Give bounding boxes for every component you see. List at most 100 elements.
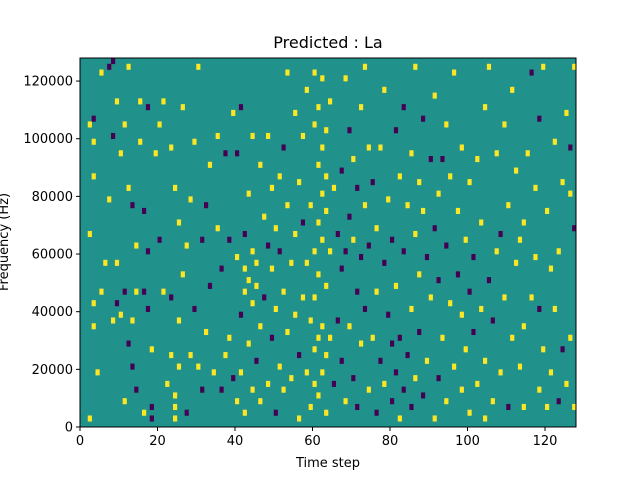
heatmap-cell: [366, 144, 371, 151]
heatmap-cell: [320, 190, 325, 197]
heatmap-cell: [370, 179, 375, 186]
heatmap-cell: [246, 277, 251, 284]
heatmap-cell: [560, 346, 565, 353]
heatmap-cell: [548, 369, 554, 376]
heatmap-cell: [517, 363, 523, 370]
heatmap-cell: [196, 63, 201, 70]
heatmap-cell: [506, 202, 511, 209]
heatmap-cell: [328, 334, 333, 341]
heatmap-cell: [200, 386, 205, 393]
x-axis-ticks: 0 20 40 60 80 100 120: [76, 427, 557, 449]
heatmap-cell: [269, 265, 275, 272]
heatmap-cell: [463, 346, 468, 353]
heatmap-cell: [258, 161, 263, 168]
heatmap-cell: [541, 63, 546, 70]
heatmap-cell: [397, 334, 402, 341]
heatmap-cell: [126, 340, 131, 347]
heatmap-cell: [111, 132, 116, 140]
heatmap-cell: [161, 288, 166, 295]
heatmap-cell: [463, 236, 468, 243]
heatmap-cell: [254, 259, 259, 266]
heatmap-cell: [250, 386, 255, 393]
heatmap-cell: [297, 179, 302, 186]
heatmap-cell: [541, 346, 546, 353]
heatmap-cell: [91, 323, 96, 330]
heatmap-cell: [413, 375, 418, 382]
heatmap-cell: [494, 150, 499, 157]
heatmap-cell: [192, 305, 197, 312]
heatmap-cell: [459, 386, 464, 393]
heatmap-cell: [130, 317, 135, 324]
heatmap-cell: [537, 386, 542, 393]
heatmap-cell: [126, 63, 131, 70]
heatmap-cell: [366, 386, 371, 393]
heatmap-cell: [351, 156, 356, 163]
heatmap-cell: [428, 294, 433, 301]
heatmap-cell: [266, 132, 271, 140]
heatmap-cell: [254, 282, 259, 289]
heatmap-cell: [300, 219, 306, 226]
heatmap-cell: [316, 219, 321, 226]
y-tick-label: 80000: [32, 190, 73, 205]
heatmap-cell: [118, 150, 123, 157]
heatmap-cell: [533, 184, 538, 191]
heatmap-cell: [219, 386, 224, 393]
heatmap-cell: [525, 150, 530, 157]
heatmap-cell: [335, 317, 340, 324]
chart-title: Predicted : La: [273, 33, 382, 52]
heatmap-cell: [452, 69, 457, 76]
heatmap-cell: [238, 369, 244, 376]
heatmap-cell: [91, 300, 96, 307]
heatmap-cell: [479, 305, 484, 312]
heatmap-cell: [99, 288, 104, 295]
heatmap-cell: [145, 305, 151, 312]
heatmap-cell: [494, 248, 499, 255]
heatmap-cell: [424, 357, 430, 364]
heatmap-cell: [401, 248, 406, 255]
heatmap-cell: [130, 363, 135, 370]
heatmap-cell: [91, 115, 96, 122]
heatmap-cell: [316, 271, 321, 278]
heatmap-cell: [572, 403, 577, 411]
heatmap-cell: [483, 415, 488, 422]
heatmap-cell: [176, 363, 182, 370]
heatmap-cell: [521, 403, 526, 411]
heatmap-cell: [343, 75, 348, 82]
heatmap-cell: [564, 109, 569, 116]
heatmap-cell: [479, 219, 484, 226]
heatmap-cell: [564, 380, 569, 387]
heatmap-cell: [448, 300, 453, 307]
heatmap-cell: [188, 196, 193, 203]
heatmap-cell: [250, 132, 255, 140]
heatmap-cell: [475, 156, 480, 163]
heatmap-cell: [134, 288, 139, 295]
heatmap-cell: [355, 288, 360, 295]
heatmap-cell: [300, 294, 306, 301]
heatmap-cell: [467, 288, 472, 295]
heatmap-cell: [362, 202, 368, 209]
heatmap-cell: [471, 254, 476, 261]
heatmap-cell: [506, 403, 511, 411]
heatmap-cell: [378, 144, 383, 151]
heatmap-cell: [235, 398, 240, 405]
heatmap-cell: [196, 363, 201, 370]
heatmap-cell: [444, 398, 449, 405]
heatmap-cell: [331, 184, 337, 191]
heatmap-cell: [223, 150, 228, 157]
heatmap-cell: [568, 334, 573, 341]
heatmap-cell: [359, 104, 364, 111]
heatmap-cell: [436, 277, 441, 284]
heatmap-cell: [409, 305, 414, 312]
heatmap-cell: [545, 403, 550, 411]
heatmap-cell: [207, 161, 213, 168]
heatmap-cell: [324, 352, 329, 359]
heatmap-cell: [258, 398, 263, 405]
heatmap-cell: [269, 334, 275, 341]
heatmap-cell: [390, 340, 395, 347]
heatmap-cell: [161, 98, 166, 105]
heatmap-cell: [382, 380, 387, 387]
heatmap-cell: [362, 63, 368, 70]
heatmap-cell: [510, 334, 515, 341]
heatmap-cell: [486, 63, 492, 70]
heatmap-cell: [277, 173, 282, 180]
